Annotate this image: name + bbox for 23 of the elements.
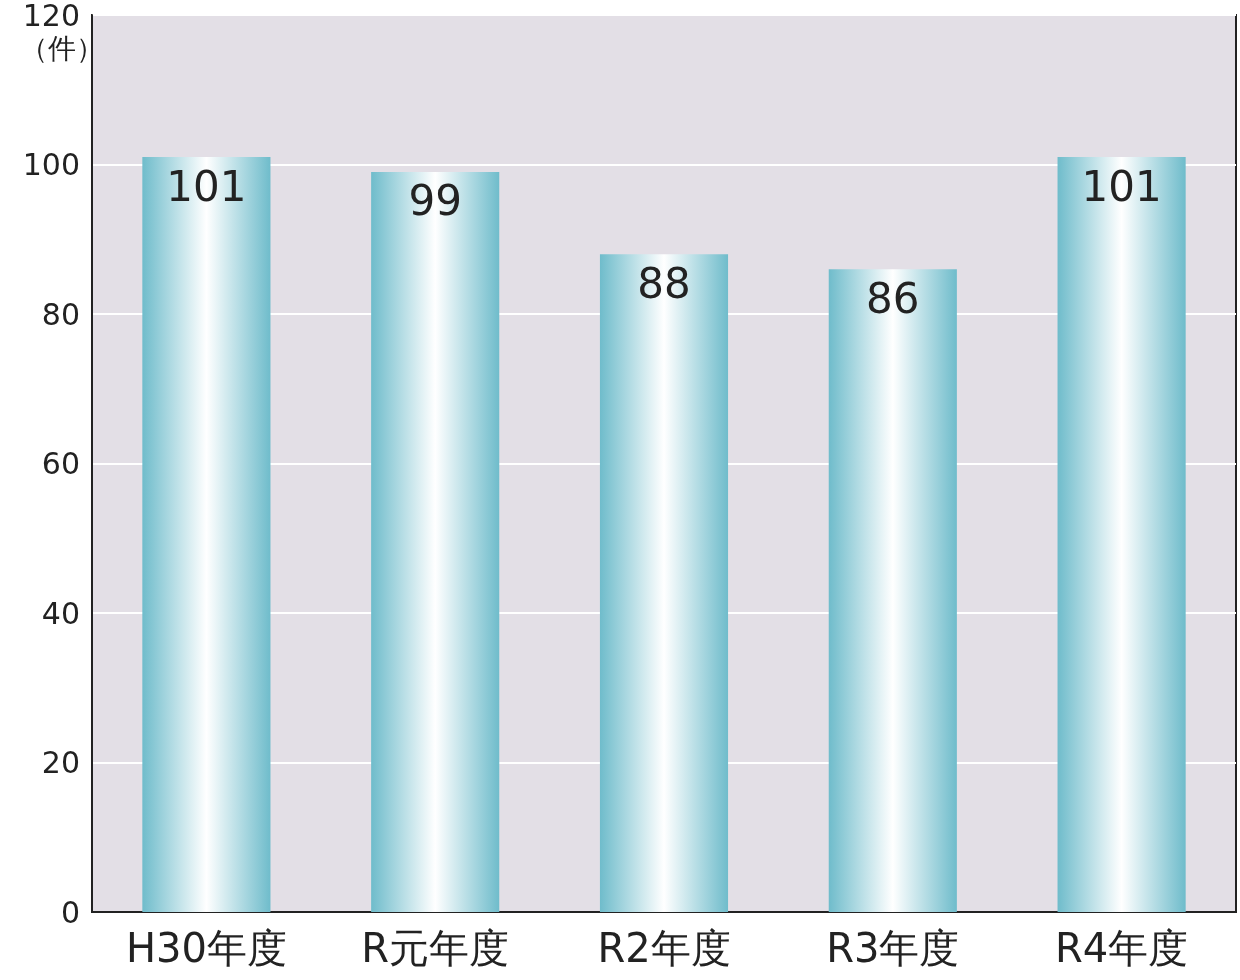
y-tick-label: 60 — [41, 446, 80, 481]
data-label: 86 — [866, 273, 920, 323]
bar — [828, 269, 957, 912]
bar — [142, 157, 271, 912]
bar — [371, 171, 500, 912]
y-tick-label: 40 — [41, 595, 80, 631]
x-tick-label: R4年度 — [1054, 925, 1189, 971]
data-label: 101 — [166, 161, 247, 211]
x-tick-label: R3年度 — [826, 925, 960, 971]
x-tick-label: H30年度 — [125, 925, 287, 971]
data-label: 101 — [1081, 161, 1162, 211]
y-tick-label: 20 — [41, 745, 80, 780]
bar — [599, 254, 729, 912]
x-tick-label: R元年度 — [361, 925, 510, 971]
x-tick-label: R2年度 — [597, 925, 731, 971]
y-tick-label: 0 — [60, 894, 80, 930]
y-axis-title: （件） — [20, 31, 104, 65]
bar — [1057, 157, 1186, 912]
data-label: 88 — [637, 258, 691, 308]
y-tick-label: 100 — [22, 147, 80, 182]
y-tick-label: 120 — [22, 0, 80, 33]
data-label: 99 — [408, 176, 462, 226]
y-tick-label: 80 — [41, 296, 80, 332]
